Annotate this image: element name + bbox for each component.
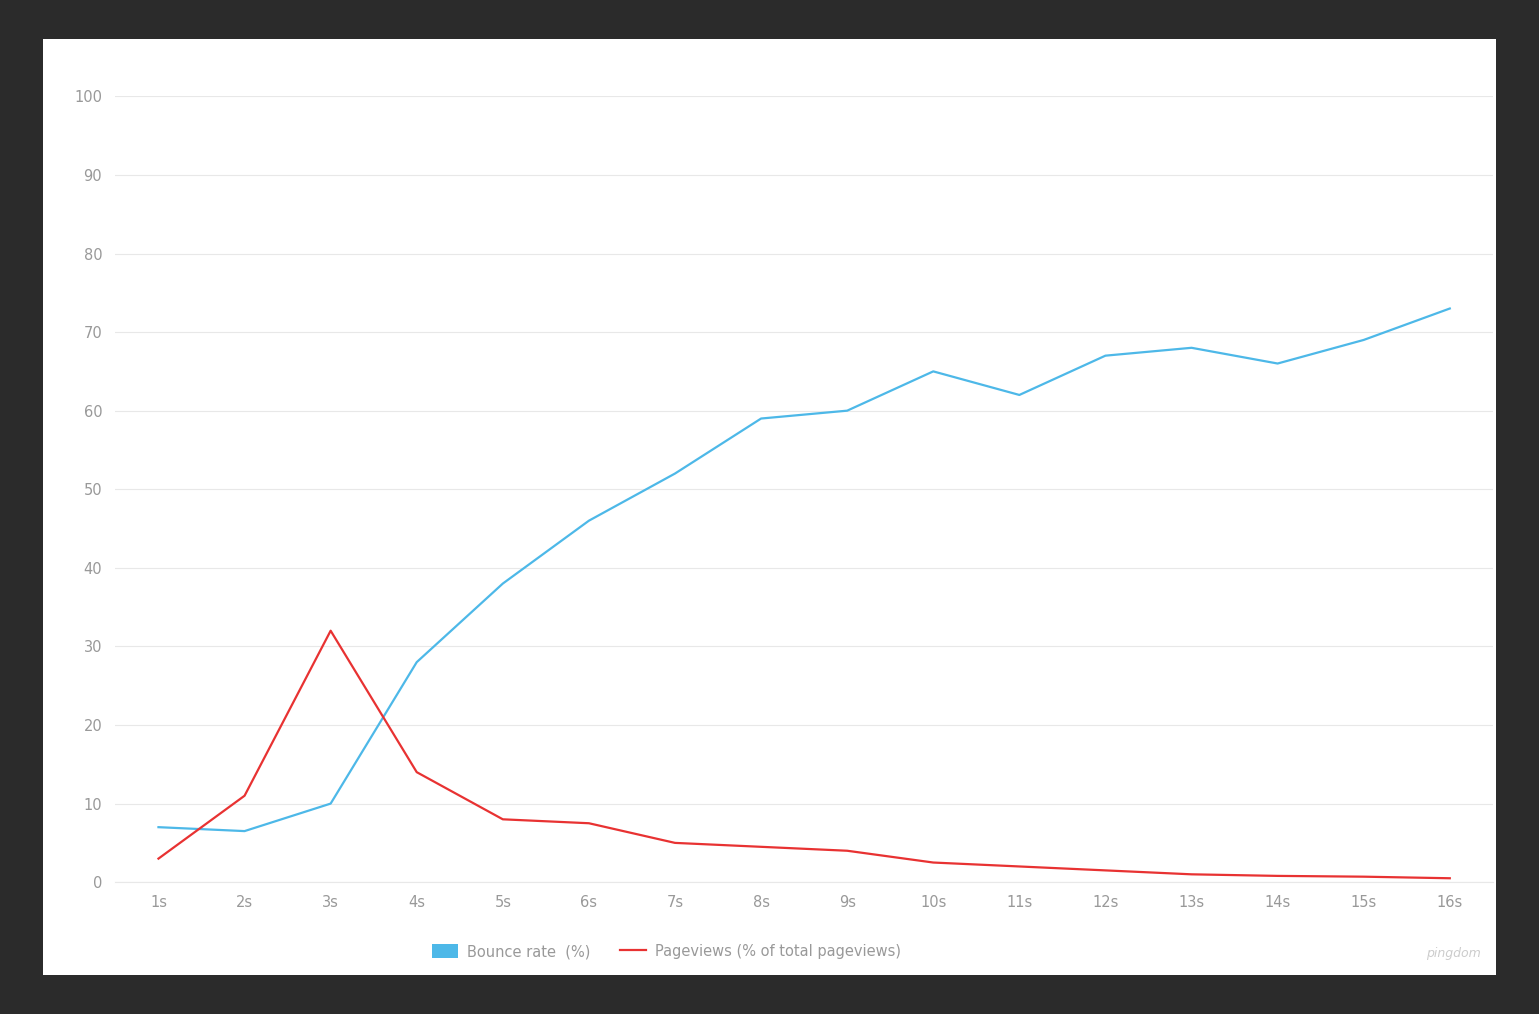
Text: pingdom: pingdom [1425, 947, 1481, 960]
Legend: Bounce rate  (%), Pageviews (% of total pageviews): Bounce rate (%), Pageviews (% of total p… [426, 939, 906, 965]
